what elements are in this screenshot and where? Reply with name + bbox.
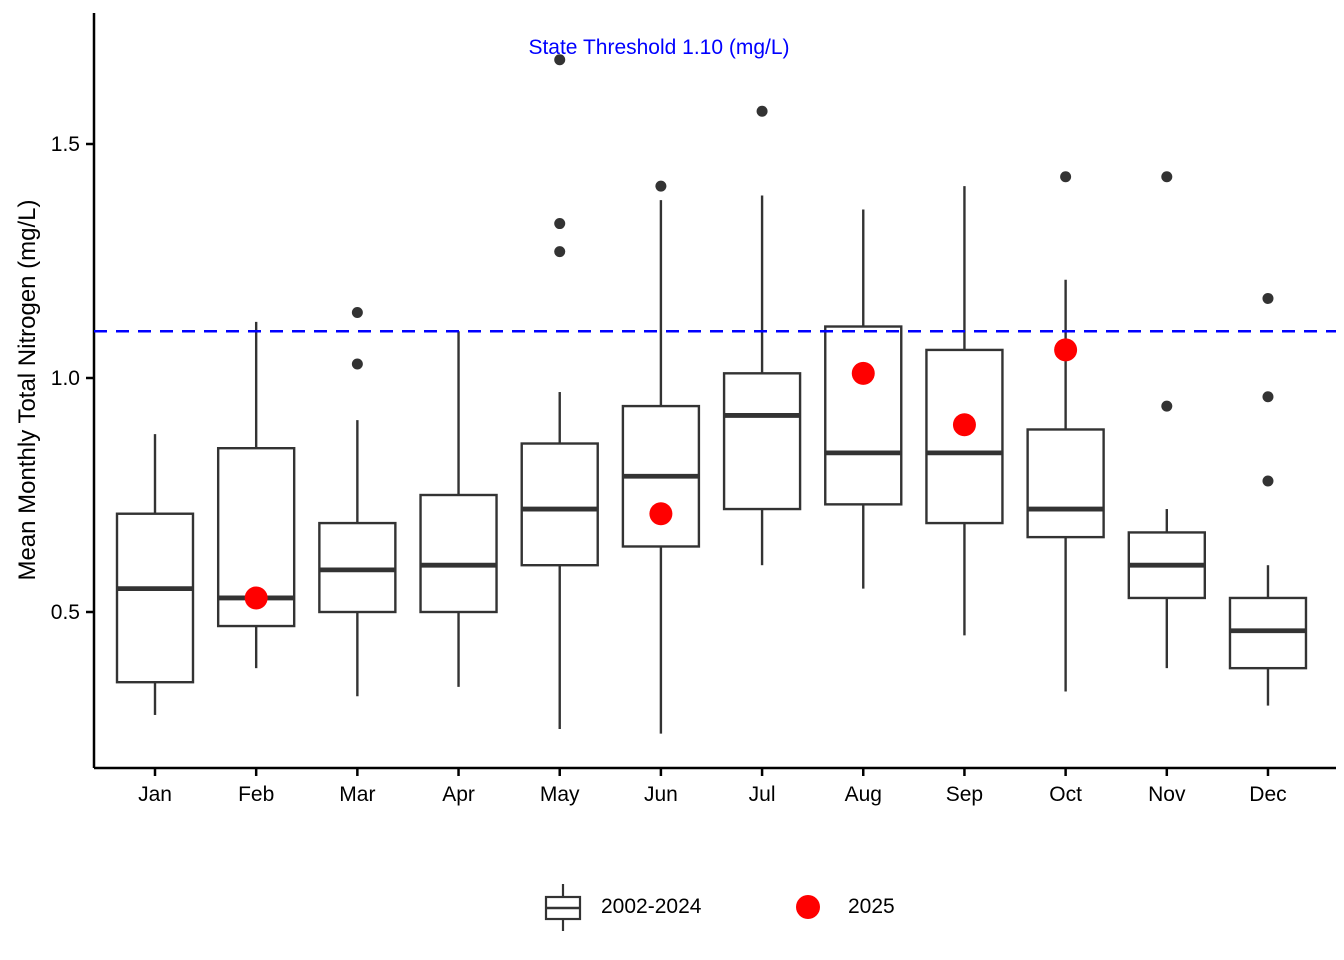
box-iqr-oct [1026,428,1105,539]
outlier-point-may [554,218,566,230]
x-tick-label-nov: Nov [1148,783,1186,806]
y-tick-label-1.0: 1.0 [51,367,80,390]
box-iqr-aug [824,325,903,506]
legend-box-label: 2002-2024 [601,895,702,918]
legend-dot-label: 2025 [848,895,895,918]
x-tick-label-jul: Jul [749,783,776,806]
x-tick-label-dec: Dec [1249,783,1286,806]
x-tick-label-may: May [540,783,580,806]
outlier-point-jun [655,180,667,192]
y-tick-label-0.5: 0.5 [51,601,80,624]
outlier-point-may [554,54,566,66]
x-tick-label-oct: Oct [1049,783,1082,806]
x-tick-label-feb: Feb [238,783,274,806]
box-iqr-apr [419,493,498,614]
outlier-point-jul [756,105,768,117]
outlier-point-dec [1262,391,1274,403]
x-tick-label-apr: Apr [442,783,475,806]
point-2025-aug [851,361,875,385]
x-tick-label-jun: Jun [644,783,678,806]
outlier-point-may [554,246,566,258]
outlier-point-nov [1161,400,1173,412]
outlier-point-nov [1161,171,1173,183]
outlier-point-dec [1262,475,1274,487]
box-iqr-sep [925,348,1004,525]
y-axis-title: Mean Monthly Total Nitrogen (mg/L) [14,199,41,581]
x-tick-label-mar: Mar [339,783,375,806]
outlier-point-mar [351,306,363,318]
box-iqr-jul [722,372,802,511]
outlier-point-oct [1060,171,1072,183]
box-iqr-jan [115,512,195,684]
outlier-point-mar [351,358,363,370]
x-tick-label-jan: Jan [138,783,172,806]
threshold-label: State Threshold 1.10 (mg/L) [528,36,790,59]
outlier-point-dec [1262,292,1274,304]
point-2025-oct [1054,338,1078,362]
point-2025-feb [244,586,268,610]
point-2025-sep [952,413,976,437]
point-2025-jun [649,502,673,526]
x-tick-label-aug: Aug [845,783,882,806]
box-iqr-may [520,442,599,567]
legend-dot-glyph [796,895,820,919]
y-tick-label-1.5: 1.5 [51,133,80,156]
x-tick-label-sep: Sep [946,783,983,806]
